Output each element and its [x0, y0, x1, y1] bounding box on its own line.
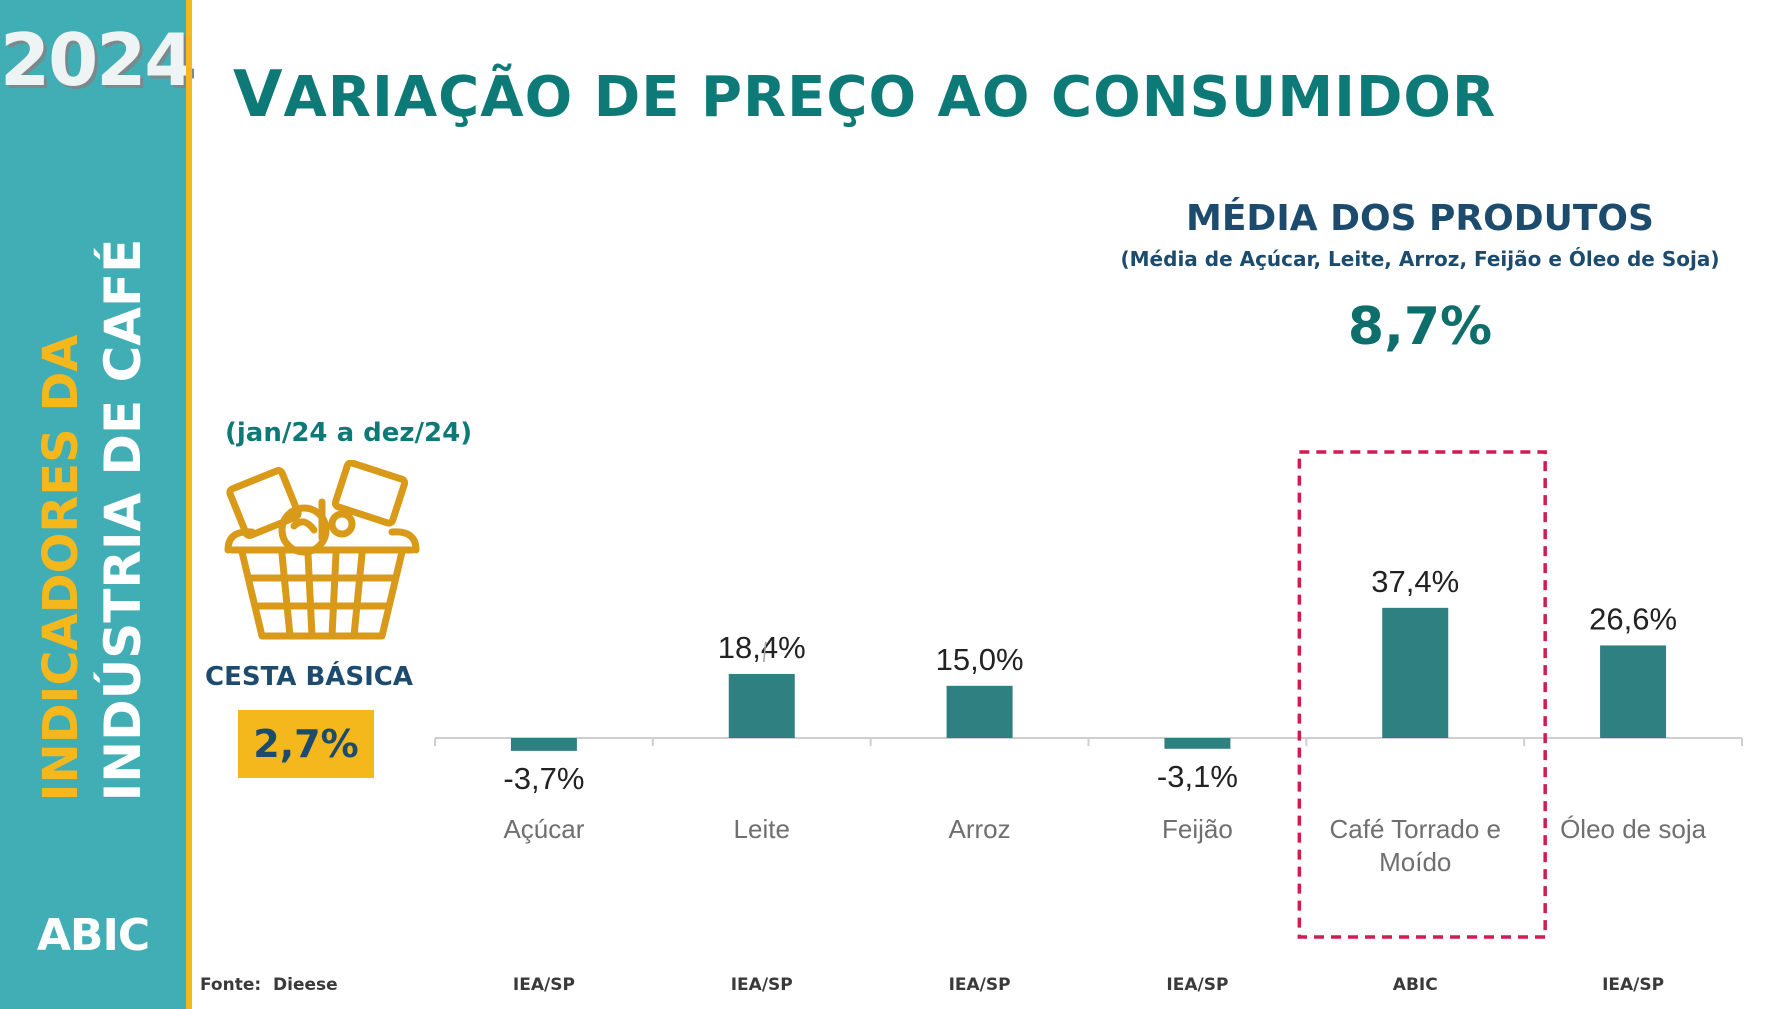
data-label-2: 15,0%	[936, 642, 1024, 677]
basket-icon	[224, 460, 420, 640]
product-source-5: IEA/SP	[1602, 975, 1665, 995]
source-prefix: Fonte:	[200, 975, 262, 995]
bar-1	[728, 673, 795, 738]
category-label-2: Arroz	[949, 814, 1011, 844]
cesta-source: Fonte: Dieese	[200, 975, 338, 995]
abic-logo: ABIC	[36, 910, 150, 961]
average-subtitle: (Média de Açúcar, Leite, Arroz, Feijão e…	[1120, 247, 1720, 271]
category-label-3: Feijão	[1162, 814, 1233, 844]
product-source-0: IEA/SP	[512, 975, 575, 995]
category-label-5: Óleo de soja	[1560, 814, 1707, 844]
price-variation-chart: -3,7% Açúcar 18,4% Leite 15,0% Arroz -3,1% Feij…	[434, 450, 1743, 939]
bar-2	[946, 685, 1013, 738]
cesta-label: CESTA BÁSICA	[205, 662, 413, 692]
product-source-1: IEA/SP	[730, 975, 793, 995]
page-title-initial: V	[233, 58, 284, 132]
category-label-4: Moído	[1379, 847, 1451, 877]
average-value: 8,7%	[1347, 297, 1493, 357]
data-label-3: -3,1%	[1157, 759, 1238, 794]
year-label: 2024	[0, 18, 194, 102]
bar-4	[1382, 607, 1449, 738]
category-label-1: Leite	[734, 814, 790, 844]
vertical-title-line2: INDÚSTRIA DE CAFÉ	[94, 238, 152, 802]
bar-0	[510, 738, 577, 751]
product-source-4: ABIC	[1392, 975, 1438, 995]
page-title: VARIAÇÃO DE PREÇO AO CONSUMIDOR	[233, 58, 1496, 132]
product-source-3: IEA/SP	[1166, 975, 1229, 995]
cesta-value-box: 2,7%	[238, 710, 374, 778]
category-label-4: Café Torrado e	[1329, 814, 1501, 844]
vertical-title-line1: INDICADORES DA	[31, 239, 91, 802]
category-label-0: Açúcar	[503, 814, 584, 844]
data-label-1: 18,4%	[718, 630, 806, 665]
vertical-title-da: DA	[33, 334, 89, 412]
sidebar: 2024 INDICADORES DA INDÚSTRIA DE CAFÉ AB…	[0, 0, 194, 1009]
bar-3	[1164, 738, 1231, 749]
vertical-title: INDICADORES DA INDÚSTRIA DE CAFÉ	[31, 239, 155, 802]
data-label-4: 37,4%	[1371, 564, 1459, 599]
vertical-title-indicadores: INDICADORES	[33, 411, 89, 802]
cesta-period: (jan/24 a dez/24)	[225, 418, 473, 448]
highlight-box	[1297, 450, 1547, 939]
average-block: MÉDIA DOS PRODUTOS (Média de Açúcar, Lei…	[1090, 198, 1750, 357]
leader-line	[763, 641, 767, 663]
source-dieese: Dieese	[273, 975, 338, 995]
cesta-value: 2,7%	[253, 722, 359, 766]
page-title-rest: ARIAÇÃO DE PREÇO AO CONSUMIDOR	[283, 65, 1497, 130]
average-title: MÉDIA DOS PRODUTOS	[1186, 198, 1654, 239]
data-label-0: -3,7%	[503, 761, 584, 796]
bar-5	[1600, 645, 1667, 738]
data-label-5: 26,6%	[1589, 601, 1677, 636]
product-source-2: IEA/SP	[948, 975, 1011, 995]
sidebar-accent-stripe	[186, 0, 192, 1009]
